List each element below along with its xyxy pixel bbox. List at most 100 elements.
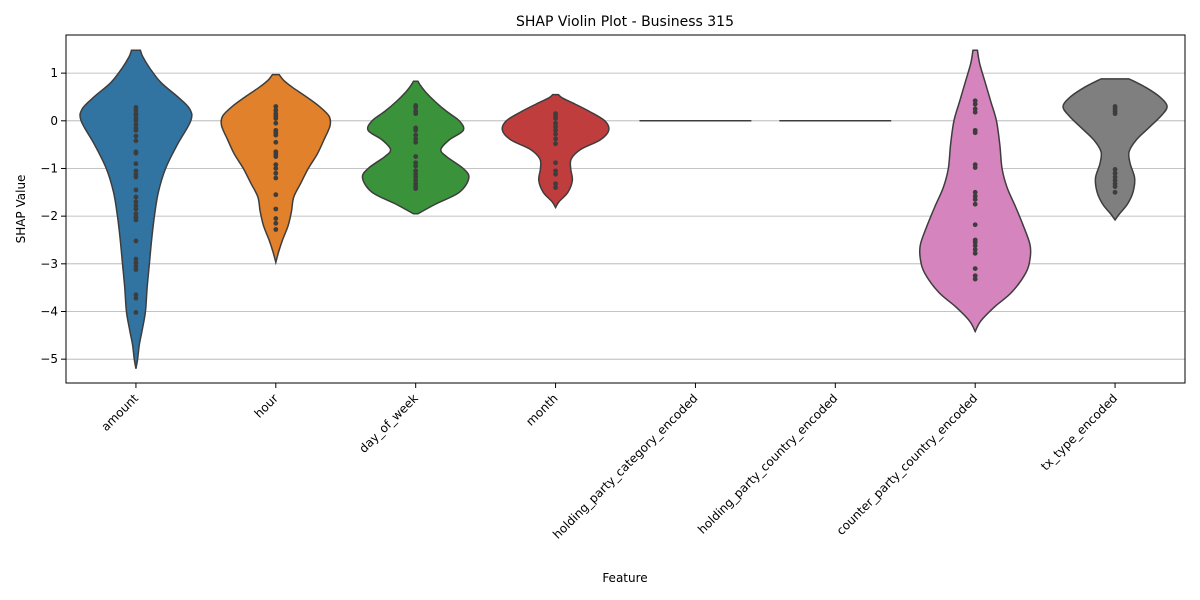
y-tick-label: 1 — [50, 66, 58, 80]
data-point — [133, 206, 139, 212]
y-tick-label: −1 — [40, 161, 58, 175]
data-point — [972, 165, 978, 170]
data-point — [1112, 177, 1118, 183]
data-point — [1112, 189, 1118, 195]
data-point — [553, 141, 558, 147]
y-tick-label: 0 — [50, 114, 58, 128]
data-point — [972, 109, 978, 115]
x-axis: amount hour day_of_week monthholding_party_… — [98, 383, 1120, 542]
violin-body — [1062, 78, 1168, 222]
data-point — [553, 136, 558, 142]
y-tick-label: −4 — [40, 304, 58, 318]
data-point — [133, 187, 139, 193]
data-point — [133, 112, 139, 118]
data-point — [972, 189, 978, 195]
x-tick-label: day_of_week — [356, 391, 421, 456]
data-point — [273, 206, 279, 212]
data-point — [972, 106, 978, 112]
violin-hour — [220, 73, 332, 266]
data-point — [413, 163, 419, 169]
data-point — [273, 220, 279, 226]
data-point — [133, 122, 139, 128]
data-point — [972, 266, 978, 271]
x-tick-label: holding_party_country_encoded — [695, 391, 840, 536]
violin-tx_type_encoded — [1062, 78, 1168, 222]
data-point — [413, 127, 419, 133]
data-point — [133, 174, 139, 180]
data-point — [133, 118, 139, 124]
violin-counter_party_country_encoded — [918, 49, 1032, 334]
data-point — [972, 201, 978, 207]
data-point — [273, 166, 279, 171]
data-point — [413, 174, 419, 180]
data-point — [133, 194, 139, 200]
data-point — [273, 216, 279, 221]
data-point — [1112, 174, 1118, 180]
plot-area — [66, 49, 1185, 369]
violin-month — [501, 93, 610, 210]
data-point — [1112, 184, 1118, 189]
y-axis: 1 0 −1 −2 −3 −4 −5 — [40, 66, 66, 366]
y-axis-label: SHAP Value — [14, 175, 28, 244]
data-point — [553, 124, 558, 129]
data-point — [972, 239, 978, 245]
data-point — [972, 243, 978, 249]
data-point — [273, 104, 279, 109]
data-point — [133, 217, 139, 223]
data-point — [133, 295, 139, 301]
data-point — [133, 127, 139, 133]
data-point — [413, 132, 419, 138]
data-point — [553, 160, 558, 166]
data-point — [413, 139, 419, 145]
x-tick-label: counter_party_country_encoded — [834, 391, 981, 538]
x-tick-label: month — [523, 391, 560, 428]
data-point — [553, 185, 558, 190]
chart-title: SHAP Violin Plot - Business 315 — [516, 14, 734, 30]
data-point — [133, 238, 139, 244]
data-point — [553, 116, 558, 121]
data-point — [553, 171, 558, 177]
data-point — [413, 154, 419, 159]
violin-body — [361, 80, 470, 215]
data-point — [1112, 111, 1118, 117]
data-point — [133, 203, 139, 209]
x-tick-label: holding_party_category_encoded — [550, 391, 700, 541]
data-point — [553, 131, 558, 137]
data-point — [133, 256, 139, 262]
data-point — [972, 276, 978, 282]
data-point — [553, 127, 558, 133]
data-point — [273, 162, 279, 168]
data-point — [133, 310, 139, 315]
data-point — [413, 136, 419, 142]
violin-body — [501, 93, 610, 210]
data-point — [133, 161, 139, 167]
data-point — [273, 132, 279, 138]
data-point — [133, 292, 139, 298]
x-tick-label: tx_type_encoded — [1038, 391, 1120, 473]
data-point — [413, 105, 419, 110]
y-tick-label: −3 — [40, 257, 58, 271]
data-point — [273, 227, 279, 232]
violin-amount — [79, 49, 193, 369]
data-point — [553, 120, 558, 126]
data-point — [133, 260, 139, 266]
data-point — [972, 250, 978, 256]
x-axis-label: Feature — [602, 571, 647, 585]
data-point — [273, 170, 279, 176]
data-point — [413, 168, 419, 174]
x-tick-label: amount — [98, 391, 141, 434]
data-point — [1112, 167, 1118, 172]
data-point — [133, 138, 139, 144]
data-point — [972, 247, 978, 252]
y-tick-label: −2 — [40, 209, 58, 223]
data-point — [273, 120, 279, 126]
data-point — [972, 222, 978, 228]
data-point — [972, 101, 978, 107]
data-point — [413, 111, 419, 117]
data-point — [1112, 170, 1118, 176]
y-tick-label: −5 — [40, 352, 58, 366]
data-point — [553, 181, 558, 187]
data-point — [413, 160, 419, 166]
data-point — [273, 116, 279, 121]
